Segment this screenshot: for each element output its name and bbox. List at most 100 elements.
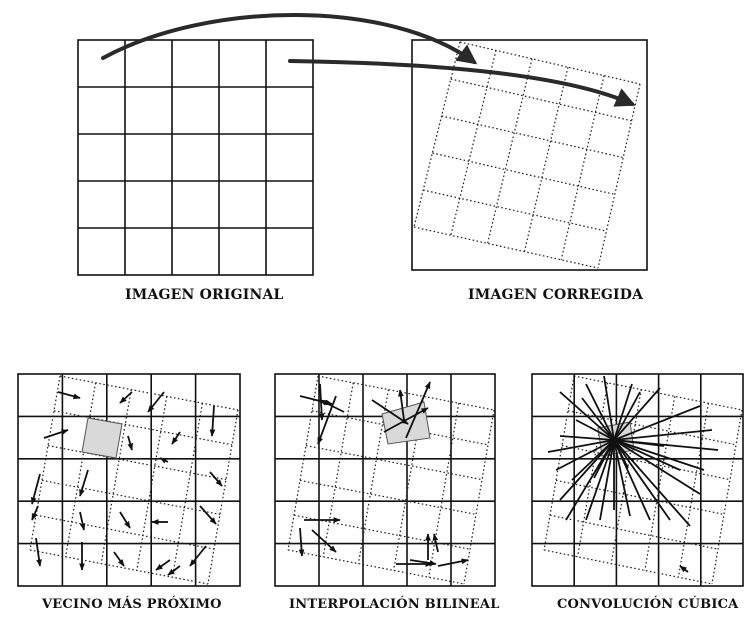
resample-vector [79, 469, 89, 497]
rotated-grid-line [100, 389, 132, 564]
resample-vector [679, 565, 689, 573]
resample-vector [319, 399, 345, 413]
rotated-grid-line [293, 514, 471, 550]
resample-vector [575, 419, 615, 441]
resample-vector [613, 391, 641, 441]
resample-vector [383, 407, 429, 433]
resample-vector [613, 439, 631, 517]
panel-frame [17, 373, 241, 587]
rotated-grid-line [543, 549, 713, 585]
rotated-grid-line [287, 375, 319, 551]
resample-vector [613, 405, 701, 441]
rotated-grid-line [171, 403, 203, 578]
rotated-grid-line [207, 409, 239, 585]
resample-vector [603, 375, 615, 441]
caption-corrected: IMAGEN CORREGIDA [468, 287, 644, 303]
rotated-grid-line [136, 396, 168, 571]
rotated-grid-line [428, 403, 460, 578]
rotated-grid-line [597, 83, 641, 269]
resample-vector [613, 439, 701, 495]
resample-vector [571, 439, 615, 481]
resample-vector [159, 457, 169, 464]
resample-vector [547, 439, 615, 453]
rotated-grid-line [459, 41, 641, 85]
resample-vector [209, 471, 223, 487]
rotated-grid-line [65, 382, 97, 557]
resample-vector [371, 399, 409, 425]
resample-vector [167, 565, 181, 576]
rotated-grid-line [463, 409, 495, 585]
resample-vector [155, 559, 171, 571]
resample-vector [593, 439, 615, 479]
resample-vector [79, 511, 86, 531]
resample-vector [189, 545, 207, 567]
rotated-grid-line [644, 396, 676, 571]
caption-bilinear: INTERPOLACIÓN BILINEAL [289, 595, 500, 612]
rotated-grid-line [610, 389, 642, 564]
cubic-convolution-panel [531, 373, 744, 587]
shaded-output-cell [81, 417, 123, 459]
rotated-grid-line [711, 409, 743, 585]
resample-vector [613, 439, 629, 469]
resample-vector [35, 537, 42, 567]
panel-frame [531, 373, 744, 587]
mapping-arrow-top [101, 13, 478, 65]
bilinear-panel [274, 373, 496, 587]
rotated-grid-line [441, 115, 624, 159]
rotated-grid-line [487, 58, 533, 244]
resample-vector [318, 383, 325, 421]
resample-vector [613, 439, 705, 471]
resample-vector [585, 383, 615, 441]
panel-frame [274, 373, 496, 587]
rotated-grid-line [41, 479, 221, 515]
resample-vector [119, 511, 131, 529]
nearest-neighbor-panel [17, 373, 241, 587]
rotated-grid-line [29, 375, 61, 551]
resample-vector [555, 439, 615, 471]
resample-vector [31, 505, 39, 521]
rotated-grid-line [543, 375, 575, 551]
resample-vector [405, 381, 431, 439]
resample-vector [432, 533, 439, 553]
resample-vector [30, 473, 41, 505]
original-image-grid [77, 39, 314, 276]
resample-vector [437, 558, 469, 567]
resample-vector [559, 439, 615, 501]
resample-vector [43, 429, 69, 439]
resample-vector [171, 431, 181, 445]
resample-vector [585, 439, 615, 521]
resample-vector [398, 389, 405, 421]
resample-vector [119, 391, 133, 404]
caption-cubic-convolution: CONVOLUCIÓN CÚBICA [557, 595, 739, 612]
rotated-grid-line [549, 514, 719, 550]
resample-vector [127, 435, 133, 451]
resample-vector [298, 527, 305, 557]
rotated-grid-line [450, 78, 632, 122]
rotated-grid-line [322, 382, 354, 557]
rotated-grid-line [432, 152, 615, 195]
rotated-grid-line [299, 479, 477, 515]
resample-vector [57, 391, 81, 400]
rotated-grid-line [47, 445, 227, 481]
rotated-grid-line [423, 189, 607, 232]
resample-vector [613, 383, 633, 441]
resample-vector [613, 439, 691, 527]
mapping-arrow-middle [288, 59, 636, 107]
resample-vector [613, 439, 665, 447]
resample-vector [311, 529, 337, 553]
rotated-grid-line [555, 479, 725, 515]
rotated-grid-line [311, 410, 489, 446]
rotated-grid-line [305, 445, 483, 481]
rotated-grid-line [29, 549, 209, 585]
resample-vector [317, 395, 337, 445]
resample-vector [613, 429, 713, 441]
rotated-grid-line [450, 50, 497, 236]
rotated-grid-line [577, 382, 609, 557]
resample-vector [113, 551, 125, 567]
resample-vector [613, 439, 681, 471]
resample-vector [613, 439, 671, 521]
rotated-grid-line [573, 375, 743, 411]
rotated-grid-line [59, 375, 239, 411]
resample-vector [581, 397, 615, 441]
